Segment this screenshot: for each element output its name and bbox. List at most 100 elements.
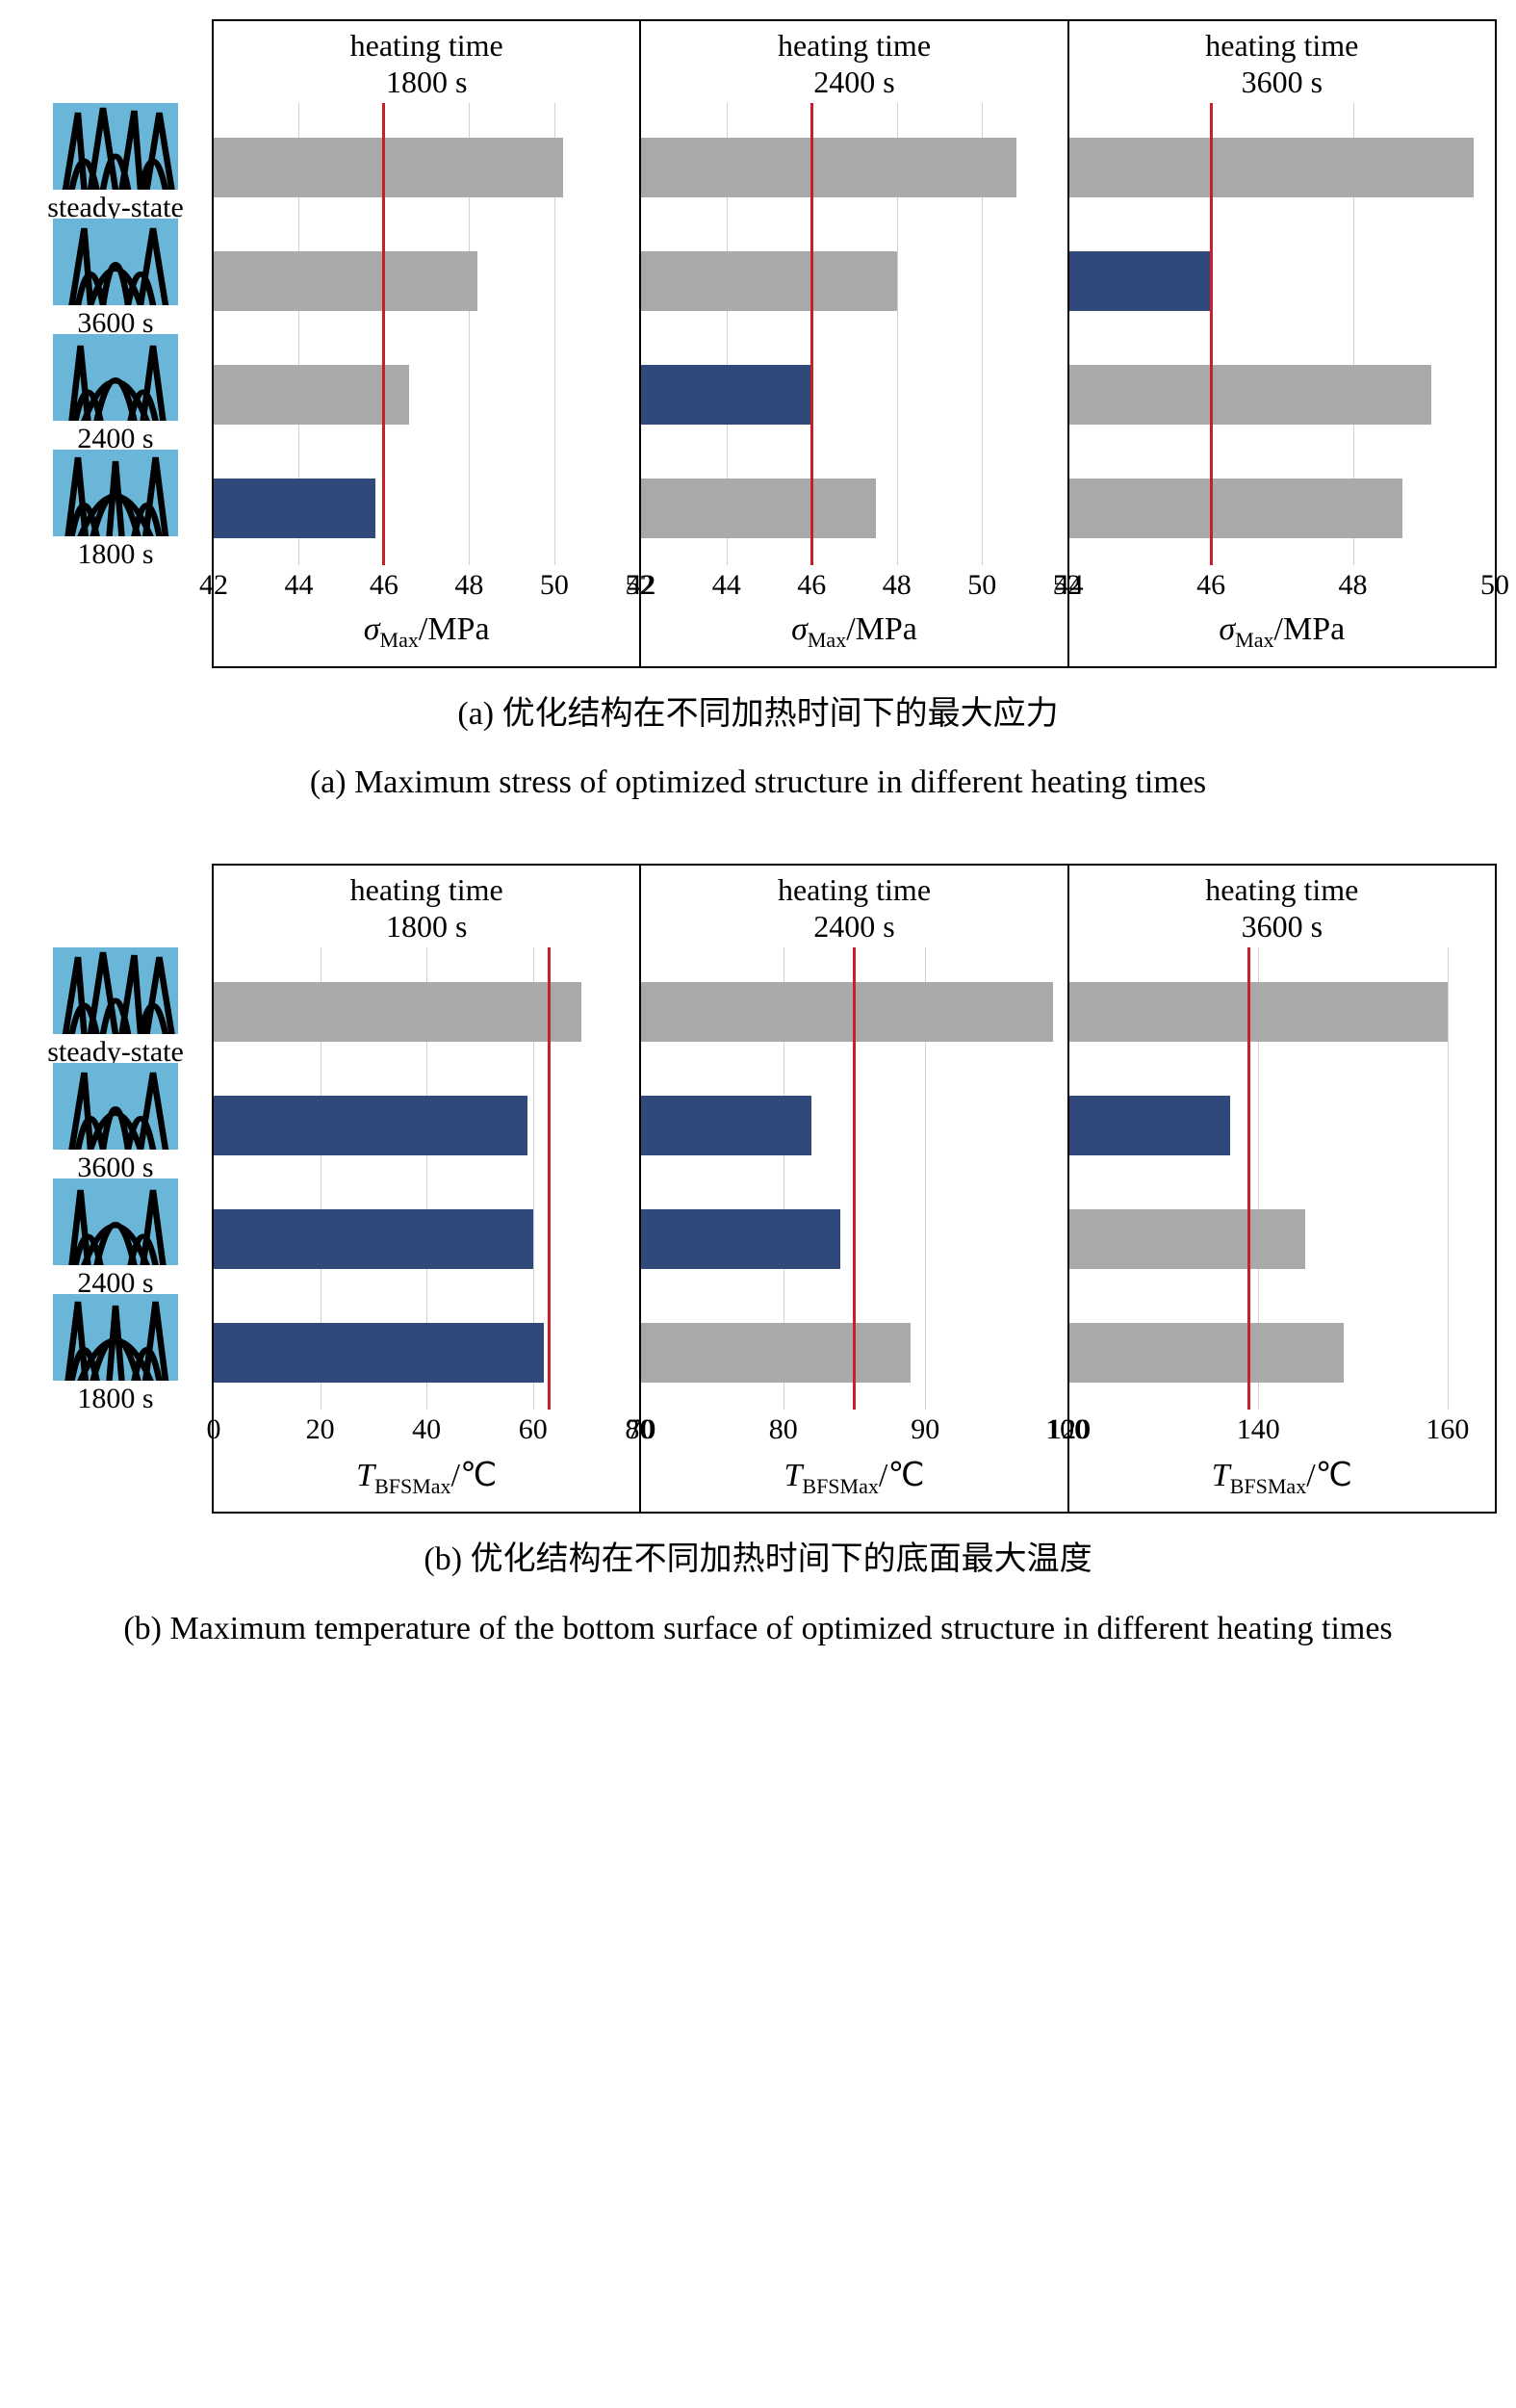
- y-category: steady-state: [19, 950, 212, 1066]
- bar-row: [1069, 111, 1495, 224]
- structure-thumbnail-icon: [53, 219, 178, 305]
- y-axis-labels: steady-state3600 s2400 s1800 s: [19, 19, 212, 668]
- x-axis-label: σMax/MPa: [214, 604, 639, 666]
- bar-row: [1069, 224, 1495, 338]
- y-category: 3600 s: [19, 1066, 212, 1181]
- bar: [641, 365, 811, 425]
- x-axis: 44464850: [1069, 565, 1495, 604]
- bar-row: [1069, 1296, 1495, 1410]
- bar: [641, 251, 896, 311]
- bar-row: [641, 338, 1066, 452]
- bars-container: [641, 103, 1066, 565]
- structure-thumbnail-icon: [53, 947, 178, 1034]
- x-tick-label: 44: [712, 569, 741, 602]
- bar-row: [641, 224, 1066, 338]
- panel-title: heating time2400 s: [641, 21, 1066, 103]
- panel-2: heating time3600 s 44464850σMax/MPa: [1067, 19, 1497, 668]
- x-tick-label: 90: [911, 1413, 939, 1446]
- bar: [214, 1323, 544, 1383]
- x-tick-label: 0: [207, 1413, 221, 1446]
- y-category: 1800 s: [19, 453, 212, 568]
- bar-row: [1069, 452, 1495, 565]
- bar: [641, 479, 875, 538]
- bar: [641, 1096, 811, 1155]
- x-axis-label: σMax/MPa: [1069, 604, 1495, 666]
- plot-area: [1069, 103, 1495, 565]
- caption-en: (b) Maximum temperature of the bottom su…: [19, 1606, 1497, 1652]
- bar-row: [1069, 338, 1495, 452]
- bar-row: [214, 955, 639, 1069]
- bar: [1069, 1209, 1306, 1269]
- bar: [1069, 1096, 1230, 1155]
- bar-row: [1069, 1182, 1495, 1296]
- panel-title: heating time1800 s: [214, 866, 639, 947]
- bar-row: [641, 452, 1066, 565]
- x-tick-label: 44: [284, 569, 313, 602]
- x-tick-label: 46: [1196, 569, 1225, 602]
- x-tick-label: 44: [1055, 569, 1084, 602]
- x-tick-label: 48: [454, 569, 483, 602]
- bar-row: [214, 452, 639, 565]
- plot-area: [214, 947, 639, 1410]
- reference-line: [548, 947, 551, 1410]
- panel-title: heating time1800 s: [214, 21, 639, 103]
- bar: [641, 138, 1015, 197]
- bar-row: [214, 1069, 639, 1182]
- panel-0: heating time1800 s020406080TBFSMax/℃: [212, 864, 641, 1515]
- bar-row: [214, 1296, 639, 1410]
- figure-b: steady-state3600 s2400 s 1800 s heating ti…: [19, 864, 1497, 1652]
- panel-title: heating time2400 s: [641, 866, 1066, 947]
- structure-thumbnail-icon: [53, 103, 178, 190]
- bar: [214, 138, 563, 197]
- structure-thumbnail-icon: [53, 1063, 178, 1150]
- x-axis-label: σMax/MPa: [641, 604, 1066, 666]
- reference-line: [810, 103, 813, 565]
- bar-row: [214, 224, 639, 338]
- x-tick-label: 80: [769, 1413, 798, 1446]
- bar: [214, 365, 409, 425]
- bar: [1069, 138, 1474, 197]
- structure-thumbnail-icon: [53, 1178, 178, 1265]
- x-axis: 424446485052: [214, 565, 639, 604]
- panel-title: heating time3600 s: [1069, 21, 1495, 103]
- reference-line: [1247, 947, 1250, 1410]
- chart-row: steady-state3600 s2400 s1800 sheating ti…: [19, 19, 1497, 668]
- bar-row: [214, 338, 639, 452]
- bars-container: [214, 103, 639, 565]
- y-category-label: 1800 s: [77, 1383, 153, 1415]
- figure-a: steady-state3600 s2400 s1800 sheating ti…: [19, 19, 1497, 806]
- chart-row: steady-state3600 s2400 s 1800 s heating ti…: [19, 864, 1497, 1515]
- bar: [214, 251, 477, 311]
- y-axis-labels: steady-state3600 s2400 s 1800 s: [19, 864, 212, 1515]
- x-tick-label: 20: [306, 1413, 335, 1446]
- x-tick-label: 46: [797, 569, 826, 602]
- x-tick-label: 120: [1047, 1413, 1091, 1446]
- y-category: 2400 s: [19, 1181, 212, 1297]
- caption-cn: (a) 优化结构在不同加热时间下的最大应力: [19, 691, 1497, 738]
- structure-thumbnail-icon: [53, 450, 178, 536]
- bar: [214, 982, 581, 1042]
- panel-0: heating time1800 s 424446485052σMax/MPa: [212, 19, 641, 668]
- plot-area: [641, 103, 1066, 565]
- panel-1: heating time2400 s708090100TBFSMax/℃: [639, 864, 1068, 1515]
- bar: [214, 1096, 527, 1155]
- panels-container: heating time1800 s424446485052σMax/MPahe…: [212, 19, 1497, 668]
- x-tick-label: 160: [1426, 1413, 1469, 1446]
- plot-area: [214, 103, 639, 565]
- bar-row: [641, 111, 1066, 224]
- bar-row: [214, 111, 639, 224]
- bar: [214, 1209, 533, 1269]
- bars-container: [1069, 103, 1495, 565]
- x-axis: 020406080: [214, 1410, 639, 1448]
- x-tick-label: 48: [883, 569, 912, 602]
- x-axis: 424446485052: [641, 565, 1066, 604]
- bar: [641, 982, 1053, 1042]
- bar: [1069, 365, 1431, 425]
- bar: [1069, 1323, 1344, 1383]
- x-tick-label: 140: [1237, 1413, 1280, 1446]
- bar: [641, 1209, 839, 1269]
- structure-thumbnail-icon: [53, 334, 178, 421]
- plot-area: [1069, 947, 1495, 1410]
- caption-cn: (b) 优化结构在不同加热时间下的底面最大温度: [19, 1537, 1497, 1583]
- y-category: steady-state: [19, 106, 212, 221]
